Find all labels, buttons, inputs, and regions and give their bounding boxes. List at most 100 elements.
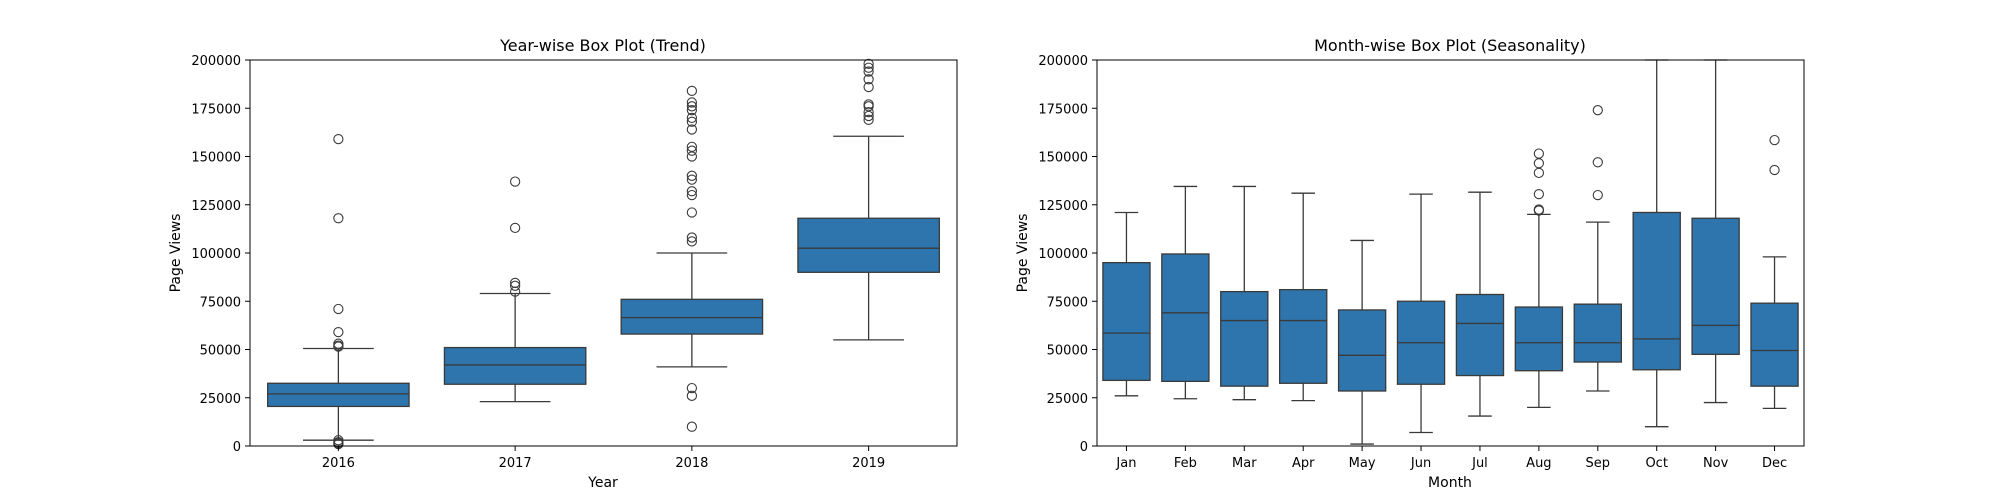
outlier-point [1533,188,1545,200]
box-Feb [1161,185,1210,400]
outlier-point [686,170,698,181]
outlier-point [686,101,698,112]
x-axis-title: Year [587,475,618,491]
box-Jul [1455,191,1505,417]
x-tick-label: 2018 [675,456,708,471]
x-tick-label: Dec [1762,456,1787,471]
outlier-point [686,105,698,116]
y-tick-label: 50000 [200,344,241,359]
outlier-point [1533,148,1545,159]
x-tick-label: 2016 [322,456,355,471]
box-Aug [1514,148,1564,409]
box-iqr [1455,293,1505,377]
box-iqr [1514,306,1564,372]
x-tick-label: Jan [1115,456,1136,471]
y-tick-label: 200000 [1038,54,1088,69]
outlier-point [333,213,344,224]
outlier-point [863,106,874,118]
outlier-point [863,110,874,122]
outlier-point [333,341,344,352]
outlier-point [1533,167,1545,179]
box-Mar [1220,185,1269,401]
box-Oct [1632,59,1681,428]
outlier-point [686,124,698,135]
box-Jun [1396,193,1446,434]
y-tick-label: 100000 [1038,247,1088,262]
x-tick-label: May [1349,456,1376,471]
box-iqr [1691,217,1740,355]
outlier-point [686,207,698,218]
x-tick-label: Jul [1471,456,1488,471]
plot-area [1102,59,1799,445]
x-tick-label: 2017 [499,456,532,471]
outlier-point [686,85,698,97]
box-2018 [620,85,764,432]
y-tick-label: 25000 [1047,392,1088,407]
outlier-point [1769,164,1780,176]
y-tick-label: 175000 [191,102,241,117]
box-Apr [1278,192,1328,402]
box-Sep [1573,105,1623,392]
outlier-point [1592,105,1603,116]
outlier-point [686,116,698,127]
box-iqr [1220,290,1269,387]
y-tick-label: 50000 [1047,344,1088,359]
box-iqr [1161,253,1210,382]
box-iqr [1750,302,1799,387]
outlier-point [686,186,698,197]
box-Nov [1691,59,1740,404]
y-tick-label: 75000 [1047,295,1088,310]
x-tick-label: Feb [1174,456,1197,471]
outlier-point [1592,157,1603,168]
outlier-point [863,58,874,70]
seasonality-box-plot: Month-wise Box Plot (Seasonality) Month … [1015,36,1805,491]
outlier-point [1592,189,1603,201]
y-tick-label: 0 [1080,440,1088,455]
outlier-point [1769,134,1780,146]
trend-box-plot: Year-wise Box Plot (Trend) Year Page Vie… [168,36,958,491]
y-tick-label: 100000 [191,247,241,262]
x-tick-label: Jun [1410,456,1431,471]
x-tick-label: Oct [1645,456,1667,471]
y-tick-label: 175000 [1038,102,1088,117]
outlier-point [509,176,521,187]
box-iqr [443,346,587,385]
outlier-point [686,112,698,124]
box-2017 [443,176,587,403]
y-tick-label: 150000 [191,151,241,166]
chart-title: Year-wise Box Plot (Trend) [499,36,706,55]
x-tick-label: Mar [1232,456,1257,471]
x-tick-label: 2019 [852,456,885,471]
outlier-point [863,81,874,93]
outlier-point [509,222,521,234]
x-tick-label: Nov [1703,456,1729,471]
outlier-point [509,280,521,291]
outlier-point [509,286,521,297]
outlier-point [333,326,344,338]
y-axis-title: Page Views [1015,214,1031,293]
box-iqr [1278,289,1328,384]
outlier-point [863,114,874,125]
chart-title: Month-wise Box Plot (Seasonality) [1314,36,1586,55]
box-2019 [797,58,940,341]
y-tick-label: 125000 [191,199,241,214]
outlier-point [333,133,344,145]
y-tick-label: 0 [233,440,241,455]
y-tick-label: 75000 [200,295,241,310]
plot-area [267,58,940,450]
x-axis-title: Month [1428,475,1472,491]
box-iqr [267,382,410,408]
outlier-point [686,189,698,201]
outlier-point [686,382,698,394]
outlier-point [686,421,698,432]
box-May [1337,239,1387,445]
outlier-point [686,174,698,185]
box-2016 [267,133,410,450]
outlier-point [863,74,874,85]
y-tick-label: 200000 [191,54,241,69]
y-tick-label: 125000 [1038,199,1088,214]
y-tick-label: 150000 [1038,151,1088,166]
box-iqr [1337,309,1387,392]
box-Dec [1750,134,1799,410]
